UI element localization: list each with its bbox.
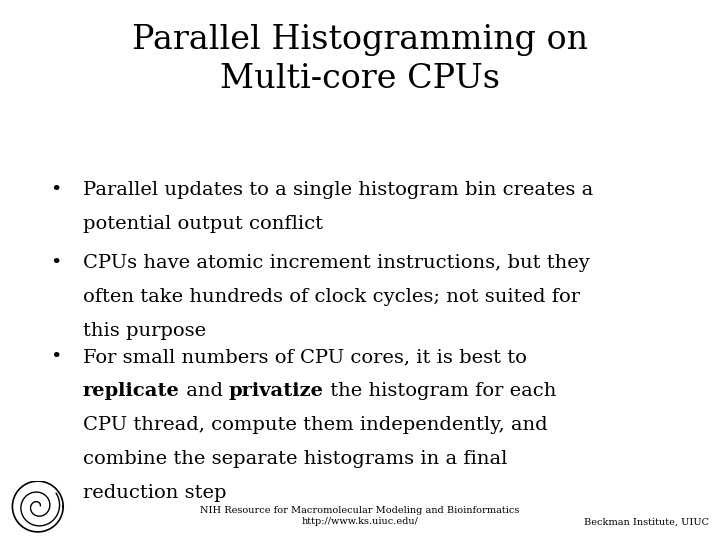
Text: privatize: privatize bbox=[229, 382, 324, 400]
Text: Beckman Institute, UIUC: Beckman Institute, UIUC bbox=[584, 517, 709, 526]
Text: NIH Resource for Macromolecular Modeling and Bioinformatics
http://www.ks.uiuc.e: NIH Resource for Macromolecular Modeling… bbox=[200, 505, 520, 526]
Text: the histogram for each: the histogram for each bbox=[324, 382, 556, 400]
Text: For small numbers of CPU cores, it is best to: For small numbers of CPU cores, it is be… bbox=[83, 348, 526, 366]
Text: combine the separate histograms in a final: combine the separate histograms in a fin… bbox=[83, 450, 507, 468]
Text: potential output conflict: potential output conflict bbox=[83, 215, 323, 233]
Text: •: • bbox=[50, 254, 62, 272]
Text: often take hundreds of clock cycles; not suited for: often take hundreds of clock cycles; not… bbox=[83, 288, 580, 306]
Text: and: and bbox=[179, 382, 229, 400]
Text: this purpose: this purpose bbox=[83, 322, 206, 340]
Text: •: • bbox=[50, 181, 62, 199]
Text: Parallel Histogramming on
Multi-core CPUs: Parallel Histogramming on Multi-core CPU… bbox=[132, 24, 588, 94]
Text: Parallel updates to a single histogram bin creates a: Parallel updates to a single histogram b… bbox=[83, 181, 593, 199]
Text: reduction step: reduction step bbox=[83, 484, 226, 502]
Text: replicate: replicate bbox=[83, 382, 179, 400]
Text: CPU thread, compute them independently, and: CPU thread, compute them independently, … bbox=[83, 416, 547, 434]
Text: •: • bbox=[50, 348, 62, 366]
Text: CPUs have atomic increment instructions, but they: CPUs have atomic increment instructions,… bbox=[83, 254, 590, 272]
